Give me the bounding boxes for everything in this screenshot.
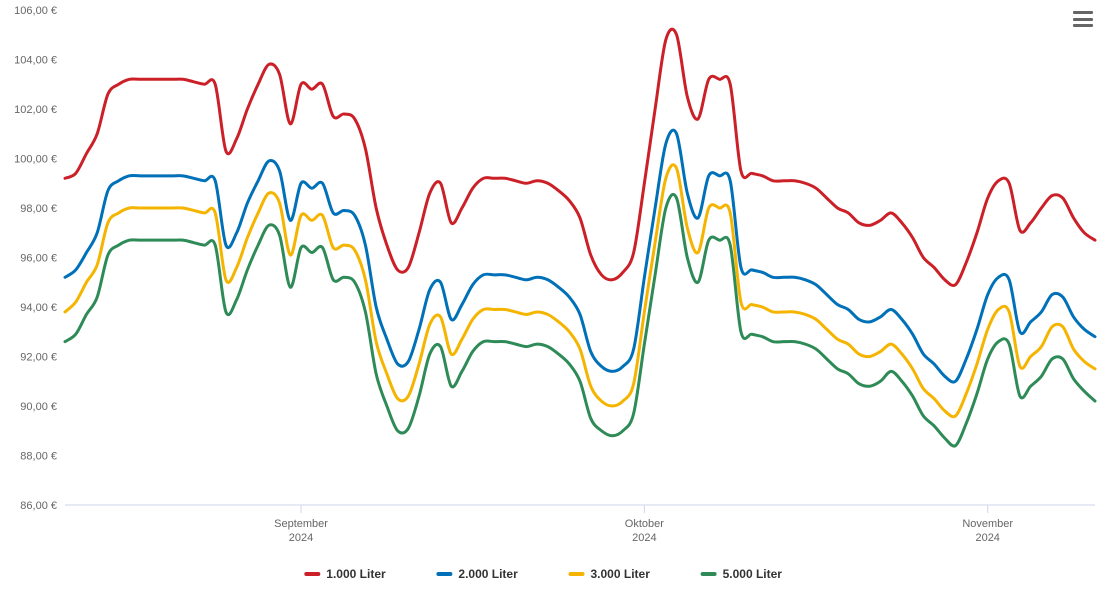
legend-label: 3.000 Liter — [591, 567, 651, 581]
y-axis-tick-label: 104,00 € — [14, 55, 57, 67]
x-axis-tick-year: 2024 — [975, 532, 999, 544]
series-line — [65, 130, 1095, 382]
x-axis-tick-year: 2024 — [289, 532, 313, 544]
y-axis-tick-label: 100,00 € — [14, 154, 57, 166]
legend-label: 5.000 Liter — [723, 567, 783, 581]
y-axis-tick-label: 86,00 € — [20, 500, 57, 512]
x-axis-tick-label: Oktober — [625, 518, 664, 530]
legend-swatch — [701, 572, 717, 576]
legend-label: 1.000 Liter — [326, 567, 386, 581]
hamburger-menu-icon[interactable] — [1071, 8, 1095, 30]
legend-item[interactable]: 1.000 Liter — [304, 567, 386, 581]
legend-item[interactable]: 5.000 Liter — [701, 567, 783, 581]
y-axis-tick-label: 92,00 € — [20, 352, 57, 364]
legend-swatch — [304, 572, 320, 576]
y-axis-tick-label: 102,00 € — [14, 104, 57, 116]
y-axis-tick-label: 98,00 € — [20, 203, 57, 215]
line-chart: 86,00 € 88,00 € 90,00 € 92,00 € 94,00 € 96,00… — [0, 0, 1105, 603]
y-axis-tick-label: 88,00 € — [20, 451, 57, 463]
x-axis-tick-label: November — [962, 518, 1013, 530]
legend-item[interactable]: 2.000 Liter — [436, 567, 518, 581]
legend-swatch — [436, 572, 452, 576]
legend-label: 2.000 Liter — [458, 567, 518, 581]
chart-container: 86,00 € 88,00 € 90,00 € 92,00 € 94,00 € 96,00… — [0, 0, 1105, 603]
x-axis-tick-year: 2024 — [632, 532, 656, 544]
y-axis-tick-label: 94,00 € — [20, 302, 57, 314]
x-axis-tick-label: September — [274, 518, 328, 530]
y-axis-tick-label: 90,00 € — [20, 401, 57, 413]
y-axis-tick-label: 96,00 € — [20, 253, 57, 265]
legend-item[interactable]: 3.000 Liter — [569, 567, 651, 581]
y-axis-tick-label: 106,00 € — [14, 5, 57, 17]
legend: 1.000 Liter 2.000 Liter 3.000 Liter 5.000 L… — [304, 567, 782, 581]
legend-swatch — [569, 572, 585, 576]
